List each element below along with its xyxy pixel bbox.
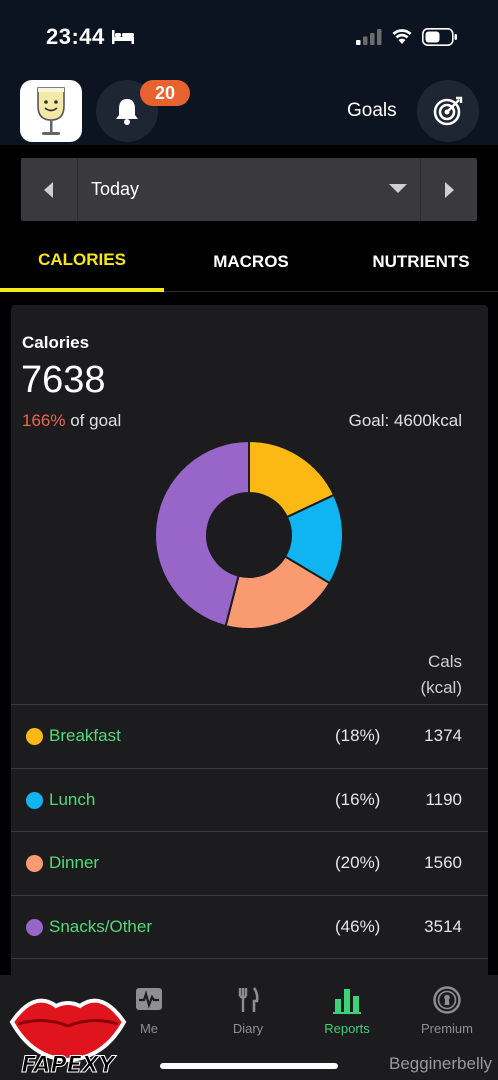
wifi-icon	[392, 29, 412, 44]
app-header: 23:44	[0, 0, 498, 145]
next-date-button[interactable]	[420, 158, 477, 221]
meal-name: Lunch	[49, 789, 96, 809]
nav-label: Diary	[232, 1021, 264, 1036]
total-calories: 7638	[21, 359, 106, 401]
app-logo[interactable]	[20, 80, 82, 142]
dropdown-caret-icon[interactable]	[389, 184, 407, 193]
card-title: Calories	[22, 333, 90, 352]
nav-label: Reports	[324, 1021, 370, 1036]
legend-dot	[26, 855, 43, 872]
legend-dot	[26, 791, 43, 809]
date-selector: Today	[21, 158, 477, 221]
list-divider	[11, 958, 488, 960]
donut-slice-snacks-other	[154, 439, 250, 628]
percent-suffix: of goal	[65, 411, 122, 430]
meal-row-breakfast[interactable]: Breakfast (18%) 1374	[11, 704, 488, 768]
battery-icon	[422, 28, 457, 46]
meal-name: Breakfast	[49, 726, 121, 745]
nav-label: Premium	[420, 1021, 473, 1036]
watermark-lips-logo: FAPEXY	[9, 998, 127, 1078]
meal-breakdown-list: Breakfast (18%) 1374 Lunch (16%) 1190 Di…	[11, 704, 488, 960]
donut-slice-breakfast	[248, 439, 336, 519]
chevron-right-icon	[445, 181, 454, 198]
heart-pulse-icon	[136, 988, 162, 1010]
report-tabs: CALORIES MACROS NUTRIENTS	[0, 236, 498, 292]
keyhole-icon	[433, 986, 461, 1014]
bar-chart-icon	[333, 989, 361, 1014]
meal-row-dinner[interactable]: Dinner (20%) 1560	[11, 831, 488, 895]
meal-calories: 3514	[424, 916, 462, 936]
legend-dot	[26, 728, 43, 745]
cals-header-line1: Cals	[427, 652, 462, 671]
meal-percent: (18%)	[335, 726, 381, 745]
watermark-logo-text: FAPEXY	[21, 1053, 116, 1078]
watermark-credit: Begginerbelly	[388, 1054, 492, 1073]
nav-diary[interactable]: Diary	[203, 985, 293, 1036]
bed-icon	[112, 30, 134, 44]
percent-value: 166%	[22, 411, 66, 430]
bell-icon	[116, 99, 138, 125]
chevron-left-icon	[44, 181, 53, 198]
meal-calories: 1560	[424, 853, 462, 872]
meal-row-snacks[interactable]: Snacks/Other (46%) 3514	[11, 894, 488, 959]
meal-name: Snacks/Other	[49, 916, 152, 936]
calories-report-card: Calories 7638 166% of goal Goal: 4600kca…	[11, 305, 488, 985]
wine-glass-icon	[37, 87, 65, 135]
nav-me[interactable]: Me	[104, 985, 194, 1036]
status-time: 23:44	[46, 24, 105, 49]
meal-calories: 1190	[425, 789, 462, 809]
tab-nutrients[interactable]: NUTRIENTS	[372, 252, 470, 271]
date-dropdown[interactable]: Today	[91, 179, 140, 199]
donut-slice-dinner	[224, 555, 332, 630]
goal-text: Goal: 4600kcal	[348, 411, 462, 430]
nav-label: Me	[139, 1021, 159, 1036]
meal-row-lunch[interactable]: Lunch (16%) 1190	[11, 767, 488, 832]
previous-date-button[interactable]	[21, 158, 78, 221]
tab-calories[interactable]: CALORIES	[38, 250, 126, 269]
meal-percent: (46%)	[335, 916, 381, 936]
target-icon	[433, 96, 463, 126]
meal-percent: (16%)	[335, 789, 381, 809]
nav-reports[interactable]: Reports	[302, 985, 392, 1036]
meal-percent: (20%)	[335, 853, 381, 872]
fork-knife-icon	[238, 987, 259, 1012]
tab-macros[interactable]: MACROS	[213, 252, 289, 271]
cellular-signal-icon	[356, 29, 382, 45]
meal-name: Dinner	[49, 853, 100, 872]
notification-count-badge: 20	[140, 80, 190, 106]
cals-header-line2: (kcal)	[420, 678, 462, 697]
goals-label[interactable]: Goals	[347, 100, 397, 121]
home-indicator	[160, 1063, 338, 1069]
calories-donut-chart	[154, 439, 344, 630]
goals-button[interactable]	[417, 80, 479, 142]
cals-column-header: Cals (kcal)	[420, 649, 462, 701]
active-tab-indicator	[0, 288, 164, 292]
meal-calories: 1374	[424, 726, 462, 745]
nav-premium[interactable]: Premium	[402, 985, 492, 1036]
percent-of-goal: 166% of goal	[22, 411, 121, 431]
legend-dot	[26, 918, 43, 936]
